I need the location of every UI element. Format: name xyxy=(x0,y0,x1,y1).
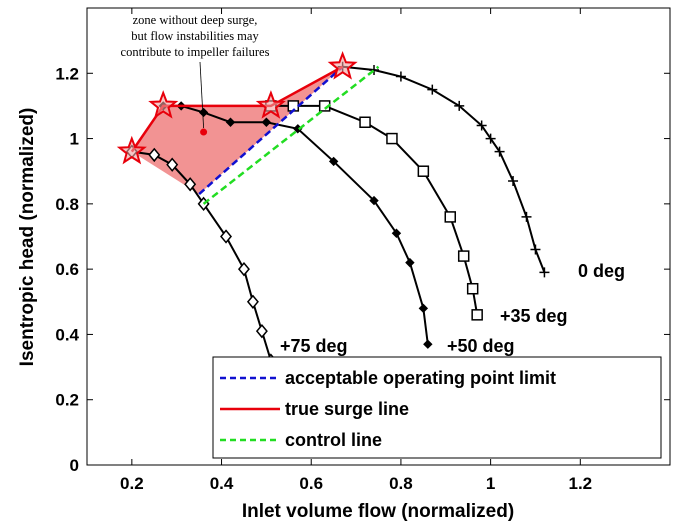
x-tick-label-3: 0.8 xyxy=(389,474,413,493)
point-0-deg-8 xyxy=(508,176,519,187)
point-50-deg-7 xyxy=(369,195,379,206)
point-0-deg-6 xyxy=(485,133,496,144)
overlay-layer xyxy=(116,50,380,205)
point-0-deg-11 xyxy=(539,267,550,278)
legend-label-surge: true surge line xyxy=(285,399,409,419)
series-layer xyxy=(125,61,550,368)
point-75-deg-5 xyxy=(220,229,232,244)
x-tick-label-0: 0.2 xyxy=(120,474,144,493)
y-tick-label-1: 0.2 xyxy=(55,391,79,410)
y-axis-label: Isentropic head (normalized) xyxy=(17,108,38,367)
point-75-deg-3 xyxy=(184,177,197,192)
surge-star-0 xyxy=(116,135,147,165)
surge-star-1 xyxy=(148,90,179,119)
point-75-deg-7 xyxy=(246,294,259,309)
x-tick-label-1: 0.4 xyxy=(210,474,234,493)
x-tick-label-5: 1.2 xyxy=(568,474,592,493)
point-35-deg-5 xyxy=(417,165,430,177)
y-tick-label-5: 1 xyxy=(70,130,79,149)
surge-zone-layer xyxy=(131,66,343,195)
point-75-deg-2 xyxy=(166,157,179,172)
y-tick-label-4: 0.8 xyxy=(55,195,79,214)
series-line-75-deg xyxy=(131,150,272,361)
point-0-deg-4 xyxy=(454,100,465,111)
series-line-50-deg xyxy=(163,104,429,345)
x-tick-label-4: 1 xyxy=(486,474,495,493)
curve-label-75-deg: +75 deg xyxy=(280,336,348,356)
point-0-deg-3 xyxy=(427,84,438,95)
point-50-deg-10 xyxy=(418,303,429,314)
point-0-deg-10 xyxy=(530,244,541,255)
point-35-deg-6 xyxy=(444,211,457,223)
point-0-deg-1 xyxy=(369,65,380,76)
point-35-deg-8 xyxy=(466,282,479,295)
true-surge-line xyxy=(130,65,344,153)
point-50-deg-3 xyxy=(225,117,236,127)
point-0-deg-9 xyxy=(521,211,532,222)
x-tick-label-2: 0.6 xyxy=(299,474,323,493)
annotation-pointer xyxy=(199,61,204,129)
point-35-deg-7 xyxy=(457,250,470,262)
curve-label-35-deg: +35 deg xyxy=(500,306,568,326)
point-50-deg-2 xyxy=(198,107,209,118)
surge-star-2 xyxy=(255,90,286,119)
plot-frame xyxy=(86,7,671,466)
control-line xyxy=(202,65,380,205)
point-35-deg-9 xyxy=(471,309,483,321)
point-35-deg-3 xyxy=(359,116,371,128)
point-50-deg-9 xyxy=(405,257,415,268)
series-line-0-deg xyxy=(342,65,546,273)
point-0-deg-2 xyxy=(395,71,406,82)
legend-label-acceptable: acceptable operating point limit xyxy=(285,368,556,388)
point-50-deg-6 xyxy=(328,156,339,167)
y-tick-label-6: 1.2 xyxy=(55,64,79,83)
surge-zone-area xyxy=(131,66,343,195)
curve-label-0-deg: 0 deg xyxy=(578,261,625,281)
acceptable-limit-line xyxy=(198,65,344,195)
point-50-deg-8 xyxy=(391,228,402,238)
annotation-text: zone without deep surge, but flow instab… xyxy=(121,13,270,59)
axes-layer: 0.2 0.4 0.6 0.8 1 1.2 0 0.2 0.4 0.6 0.8 1 1.2 xyxy=(55,7,671,493)
annotation-line-2: but flow instabilities may xyxy=(131,29,259,43)
legend: acceptable operating point limit true su… xyxy=(212,356,662,459)
x-axis-label: Inlet volume flow (normalized) xyxy=(242,501,514,522)
point-75-deg-1 xyxy=(148,147,161,163)
surge-star-3 xyxy=(327,50,358,80)
annotation-line-3: contribute to impeller failures xyxy=(121,45,270,59)
legend-box xyxy=(212,356,662,459)
point-75-deg-8 xyxy=(255,323,268,339)
series-line-35-deg xyxy=(270,104,479,316)
y-tick-label-0: 0 xyxy=(70,456,79,475)
point-50-deg-4 xyxy=(261,117,272,127)
y-tick-label-3: 0.6 xyxy=(55,260,79,279)
point-0-deg-7 xyxy=(494,146,505,157)
point-35-deg-4 xyxy=(386,132,398,145)
y-tick-label-2: 0.4 xyxy=(55,325,79,344)
point-50-deg-11 xyxy=(423,339,433,349)
point-0-deg-5 xyxy=(476,120,487,131)
point-75-deg-6 xyxy=(237,261,250,277)
annotation-line-1: zone without deep surge, xyxy=(133,13,258,27)
annotation-dot xyxy=(200,128,208,136)
curve-label-50-deg: +50 deg xyxy=(447,336,515,356)
legend-label-control: control line xyxy=(285,430,382,450)
